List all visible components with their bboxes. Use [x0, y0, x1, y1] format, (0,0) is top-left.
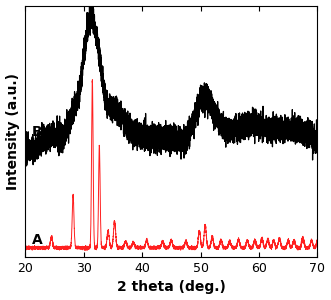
Y-axis label: Intensity (a.u.): Intensity (a.u.) [6, 73, 20, 190]
Text: A: A [32, 233, 43, 247]
X-axis label: 2 theta (deg.): 2 theta (deg.) [117, 280, 226, 294]
Text: B: B [32, 125, 43, 139]
